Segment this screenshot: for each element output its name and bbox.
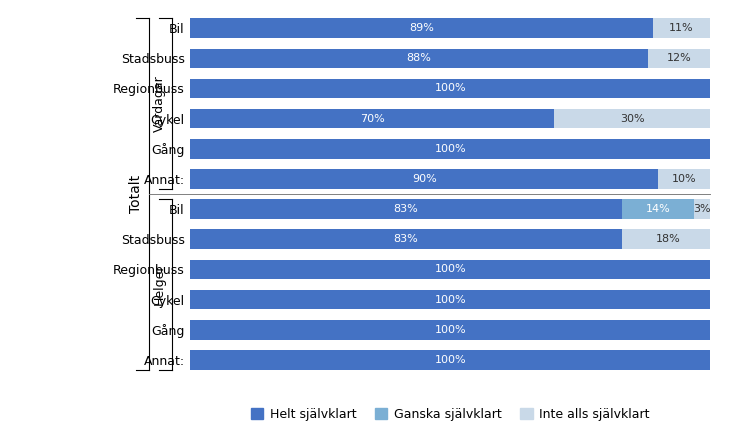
Text: 100%: 100% <box>434 325 466 335</box>
Text: 83%: 83% <box>394 234 419 244</box>
Text: 70%: 70% <box>360 114 384 124</box>
Bar <box>190 320 710 340</box>
Bar <box>190 109 554 129</box>
Text: 14%: 14% <box>646 204 671 214</box>
Text: 100%: 100% <box>434 83 466 93</box>
Bar <box>190 78 710 98</box>
Bar <box>190 199 621 219</box>
Text: 100%: 100% <box>434 144 466 154</box>
Text: 30%: 30% <box>620 114 644 124</box>
Bar <box>695 199 710 219</box>
Text: 83%: 83% <box>394 204 419 214</box>
Bar <box>554 109 710 129</box>
Bar <box>648 48 710 68</box>
Text: 100%: 100% <box>434 355 466 365</box>
Text: 90%: 90% <box>412 174 436 184</box>
Bar <box>190 169 658 189</box>
Bar <box>621 229 715 249</box>
Text: 10%: 10% <box>672 174 696 184</box>
Bar <box>621 199 695 219</box>
Text: 12%: 12% <box>666 53 691 63</box>
Bar <box>190 290 710 310</box>
Text: 89%: 89% <box>409 23 434 33</box>
Text: 100%: 100% <box>434 264 466 274</box>
Text: Vardagar: Vardagar <box>153 75 165 132</box>
Bar <box>190 48 648 68</box>
Bar <box>653 18 710 38</box>
Text: 11%: 11% <box>669 23 694 33</box>
Text: 3%: 3% <box>693 204 711 214</box>
Legend: Helt självklart, Ganska självklart, Inte alls självklart: Helt självklart, Ganska självklart, Inte… <box>246 403 654 426</box>
Bar <box>190 259 710 279</box>
Bar <box>190 350 710 370</box>
Bar <box>658 169 710 189</box>
Bar <box>190 139 710 159</box>
Bar <box>190 229 621 249</box>
Bar <box>190 18 653 38</box>
Text: 100%: 100% <box>434 295 466 305</box>
Text: 18%: 18% <box>656 234 681 244</box>
Text: Helger: Helger <box>153 264 165 305</box>
Text: 88%: 88% <box>406 53 431 63</box>
Text: Totalt: Totalt <box>129 175 143 213</box>
